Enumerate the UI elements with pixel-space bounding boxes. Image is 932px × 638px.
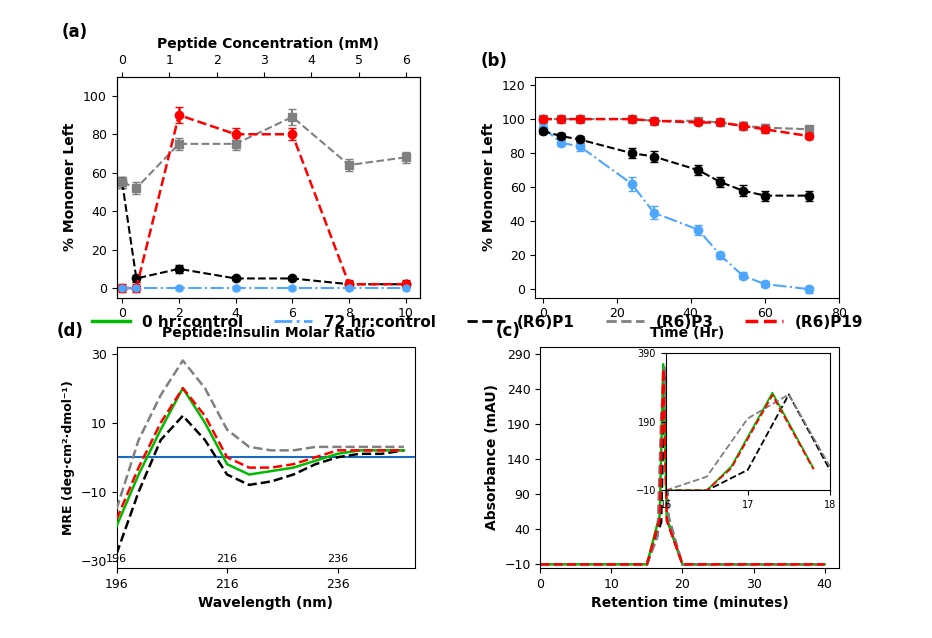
- Text: (c): (c): [496, 322, 520, 339]
- Text: (a): (a): [62, 23, 88, 41]
- Legend: 0 hr:control, 72 hr:control, (R6)P1, (R6)P3, (R6)P19: 0 hr:control, 72 hr:control, (R6)P1, (R6…: [86, 309, 870, 336]
- Text: 236: 236: [327, 554, 349, 565]
- Text: 196: 196: [106, 554, 127, 565]
- Y-axis label: % Monomer Left: % Monomer Left: [482, 123, 496, 251]
- X-axis label: Time (Hr): Time (Hr): [650, 326, 724, 340]
- X-axis label: Retention time (minutes): Retention time (minutes): [591, 596, 788, 610]
- Text: (d): (d): [57, 322, 84, 339]
- Y-axis label: MRE (deg·cm²·dmol⁻¹): MRE (deg·cm²·dmol⁻¹): [62, 380, 75, 535]
- Y-axis label: % Monomer Left: % Monomer Left: [63, 123, 77, 251]
- Y-axis label: Absorbance (mAU): Absorbance (mAU): [485, 384, 499, 530]
- Text: (b): (b): [481, 52, 508, 70]
- Text: 216: 216: [216, 554, 238, 565]
- X-axis label: Peptide:Insulin Molar Ratio: Peptide:Insulin Molar Ratio: [161, 326, 375, 340]
- X-axis label: Peptide Concentration (mM): Peptide Concentration (mM): [158, 37, 379, 51]
- X-axis label: Wavelength (nm): Wavelength (nm): [199, 596, 334, 610]
